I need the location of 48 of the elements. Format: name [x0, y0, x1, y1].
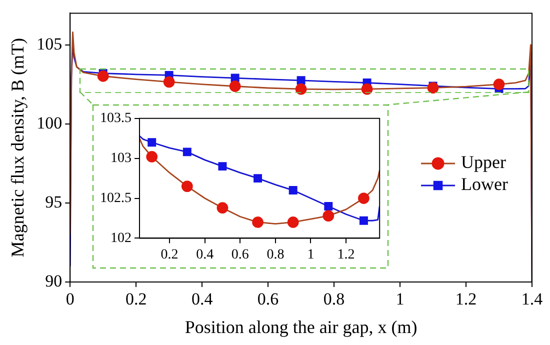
- point: [229, 80, 241, 92]
- x-tick-label: 0.8: [323, 290, 345, 309]
- x-tick-label: 0.2: [125, 290, 147, 309]
- y-axis-title: Magnetic flux density, B (mT): [8, 38, 28, 258]
- point: [252, 216, 264, 228]
- point: [218, 162, 227, 171]
- y-tick-label: 105: [36, 34, 62, 54]
- legend-label: Upper: [461, 152, 506, 172]
- y-tick-label: 102.5: [100, 190, 132, 206]
- point: [182, 148, 192, 156]
- point: [146, 151, 158, 162]
- y-tick-label: 90: [45, 271, 62, 290]
- x-tick-label: 0: [66, 290, 74, 309]
- x-tick-label: 1.2: [455, 290, 477, 309]
- point: [296, 76, 306, 85]
- x-axis-title: Position along the air gap, x (m): [184, 316, 418, 337]
- x-tick-label: 0.4: [196, 247, 214, 262]
- point: [148, 138, 156, 147]
- point: [493, 78, 505, 90]
- point: [322, 210, 334, 222]
- point: [361, 83, 373, 95]
- point: [254, 174, 262, 183]
- point: [287, 216, 299, 228]
- point: [163, 76, 175, 88]
- x-tick-label: 0.4: [191, 290, 214, 309]
- point: [358, 192, 370, 204]
- point: [97, 70, 109, 82]
- y-tick-label: 95: [45, 192, 62, 212]
- y-tick-label: 103.5: [100, 111, 132, 126]
- x-tick-label: 1: [396, 290, 404, 309]
- point: [427, 82, 439, 94]
- y-tick-label: 100: [36, 113, 62, 132]
- x-tick-label: 1.2: [337, 247, 355, 262]
- y-tick-label: 102: [110, 230, 132, 246]
- point: [324, 202, 333, 210]
- point: [288, 186, 298, 195]
- x-tick-label: 1.4: [521, 290, 544, 309]
- x-tick-label: 1: [307, 247, 314, 262]
- x-tick-label: 0.2: [160, 247, 178, 262]
- x-tick-label: 0.6: [231, 247, 249, 262]
- x-tick-label: 0.6: [257, 290, 279, 309]
- legend-label: Lower: [461, 174, 508, 194]
- point: [216, 202, 228, 214]
- y-tick-label: 103: [110, 151, 132, 166]
- point: [181, 180, 193, 192]
- point: [295, 83, 307, 95]
- point: [359, 216, 368, 225]
- x-tick-label: 0.8: [266, 247, 284, 262]
